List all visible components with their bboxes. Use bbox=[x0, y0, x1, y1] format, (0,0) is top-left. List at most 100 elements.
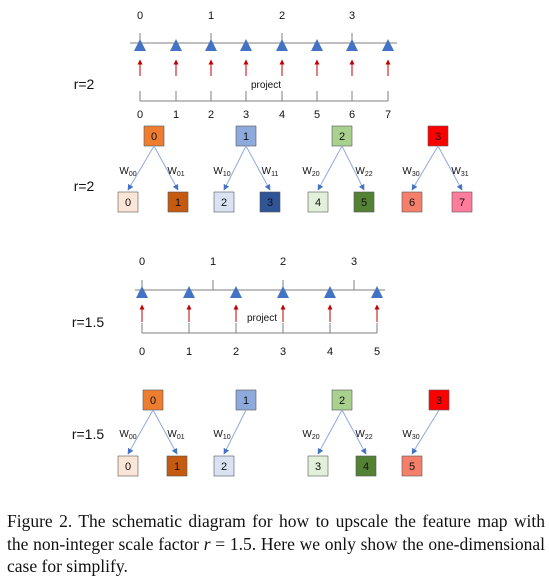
output-feature-label: 6 bbox=[409, 197, 415, 209]
figure-caption: Figure 2. The schematic diagram for how … bbox=[7, 510, 545, 578]
parent-feature-label: 3 bbox=[436, 395, 442, 407]
weight-label: W20 bbox=[302, 429, 319, 441]
output-feature-label: 2 bbox=[221, 461, 227, 473]
weight-edge bbox=[341, 145, 365, 191]
output-feature-box bbox=[401, 455, 423, 477]
weight-edge bbox=[341, 409, 367, 455]
output-index-label: 4 bbox=[327, 346, 333, 358]
output-feature-box bbox=[451, 191, 473, 213]
scale-label-bottom: r=1.5 bbox=[72, 426, 105, 442]
weight-edge bbox=[411, 409, 440, 455]
output-index-label: 6 bbox=[349, 109, 355, 121]
weight-edge bbox=[411, 145, 439, 191]
weight-label: W20 bbox=[302, 166, 319, 178]
output-feature-label: 1 bbox=[175, 197, 181, 209]
input-index-label: 3 bbox=[349, 10, 355, 22]
weight-letter: W bbox=[119, 429, 129, 440]
weight-label: W10 bbox=[213, 429, 230, 441]
weight-subscript: 10 bbox=[223, 434, 231, 441]
output-feature-label: 0 bbox=[125, 461, 131, 473]
sample-triangle bbox=[183, 286, 195, 298]
sample-triangle bbox=[230, 286, 242, 298]
output-index-label: 3 bbox=[280, 346, 286, 358]
weight-label: W22 bbox=[355, 429, 372, 441]
parent-feature-label: 0 bbox=[150, 395, 156, 407]
weight-label: W11 bbox=[262, 166, 279, 178]
weight-label: W00 bbox=[119, 166, 136, 178]
weight-letter: W bbox=[355, 429, 365, 440]
weight-subscript: 00 bbox=[129, 171, 137, 178]
output-feature-label: 5 bbox=[409, 461, 415, 473]
sample-triangle bbox=[136, 286, 148, 298]
weight-subscript: 01 bbox=[177, 434, 185, 441]
weight-letter: W bbox=[213, 429, 223, 440]
output-index-label: 2 bbox=[233, 346, 239, 358]
weight-letter: W bbox=[355, 166, 365, 177]
weight-letter: W bbox=[402, 429, 412, 440]
parent-feature-label: 3 bbox=[435, 131, 441, 143]
output-index-label: 5 bbox=[374, 346, 380, 358]
sample-triangle bbox=[277, 286, 289, 298]
output-feature-box bbox=[213, 191, 235, 213]
weight-letter: W bbox=[119, 166, 129, 177]
weight-letter: W bbox=[167, 429, 177, 440]
output-feature-label: 7 bbox=[459, 197, 465, 209]
weight-subscript: 22 bbox=[365, 171, 373, 178]
output-feature-box bbox=[117, 191, 139, 213]
weight-subscript: 31 bbox=[461, 171, 469, 178]
output-feature-box bbox=[353, 191, 375, 213]
output-index-label: 1 bbox=[173, 109, 179, 121]
weight-letter: W bbox=[262, 166, 272, 177]
weight-subscript: 10 bbox=[223, 171, 231, 178]
weight-subscript: 30 bbox=[412, 434, 420, 441]
output-feature-box bbox=[307, 191, 329, 213]
sample-triangle bbox=[346, 39, 358, 51]
output-feature-box bbox=[167, 191, 189, 213]
input-index-label: 0 bbox=[139, 256, 145, 268]
project-label-bg bbox=[242, 310, 282, 324]
caption-prefix: Figure 2. The schematic diagram for how … bbox=[7, 511, 545, 554]
weight-subscript: 00 bbox=[129, 434, 137, 441]
output-feature-label: 2 bbox=[221, 197, 227, 209]
sample-triangle bbox=[371, 286, 383, 298]
weight-label: W31 bbox=[451, 166, 468, 178]
sample-triangle bbox=[324, 286, 336, 298]
weight-label: W10 bbox=[213, 166, 230, 178]
weight-subscript: 30 bbox=[412, 171, 420, 178]
caption-suffix: . Here we only show the one-dimensional … bbox=[7, 533, 545, 577]
output-feature-box bbox=[401, 191, 423, 213]
parent-feature-label: 2 bbox=[339, 131, 345, 143]
sample-triangle bbox=[276, 39, 288, 51]
sample-triangle bbox=[134, 39, 146, 51]
caption-variable: r bbox=[203, 533, 211, 554]
weight-subscript: 11 bbox=[271, 171, 278, 178]
input-index-label: 3 bbox=[351, 256, 357, 268]
input-index-label: 0 bbox=[137, 10, 143, 22]
sample-triangle bbox=[205, 39, 217, 51]
weight-edge bbox=[437, 145, 463, 191]
output-feature-box bbox=[213, 455, 235, 477]
output-index-label: 7 bbox=[385, 109, 391, 121]
weight-label: W30 bbox=[402, 166, 419, 178]
input-index-label: 2 bbox=[279, 10, 285, 22]
parent-feature-label: 0 bbox=[151, 131, 157, 143]
output-index-label: 0 bbox=[139, 346, 145, 358]
output-index-label: 5 bbox=[314, 109, 320, 121]
weight-letter: W bbox=[167, 166, 177, 177]
weight-edge bbox=[317, 145, 343, 191]
scale-label-top: r=1.5 bbox=[72, 314, 105, 330]
weight-letter: W bbox=[402, 166, 412, 177]
output-feature-box bbox=[307, 455, 329, 477]
weight-letter: W bbox=[213, 166, 223, 177]
weight-subscript: 01 bbox=[177, 171, 185, 178]
weight-edge bbox=[127, 145, 155, 191]
project-label: project bbox=[251, 80, 281, 91]
output-feature-box bbox=[355, 455, 377, 477]
output-index-label: 0 bbox=[137, 109, 143, 121]
weight-letter: W bbox=[451, 166, 461, 177]
output-index-label: 1 bbox=[186, 346, 192, 358]
input-index-label: 1 bbox=[210, 256, 216, 268]
weight-edge bbox=[317, 409, 343, 455]
